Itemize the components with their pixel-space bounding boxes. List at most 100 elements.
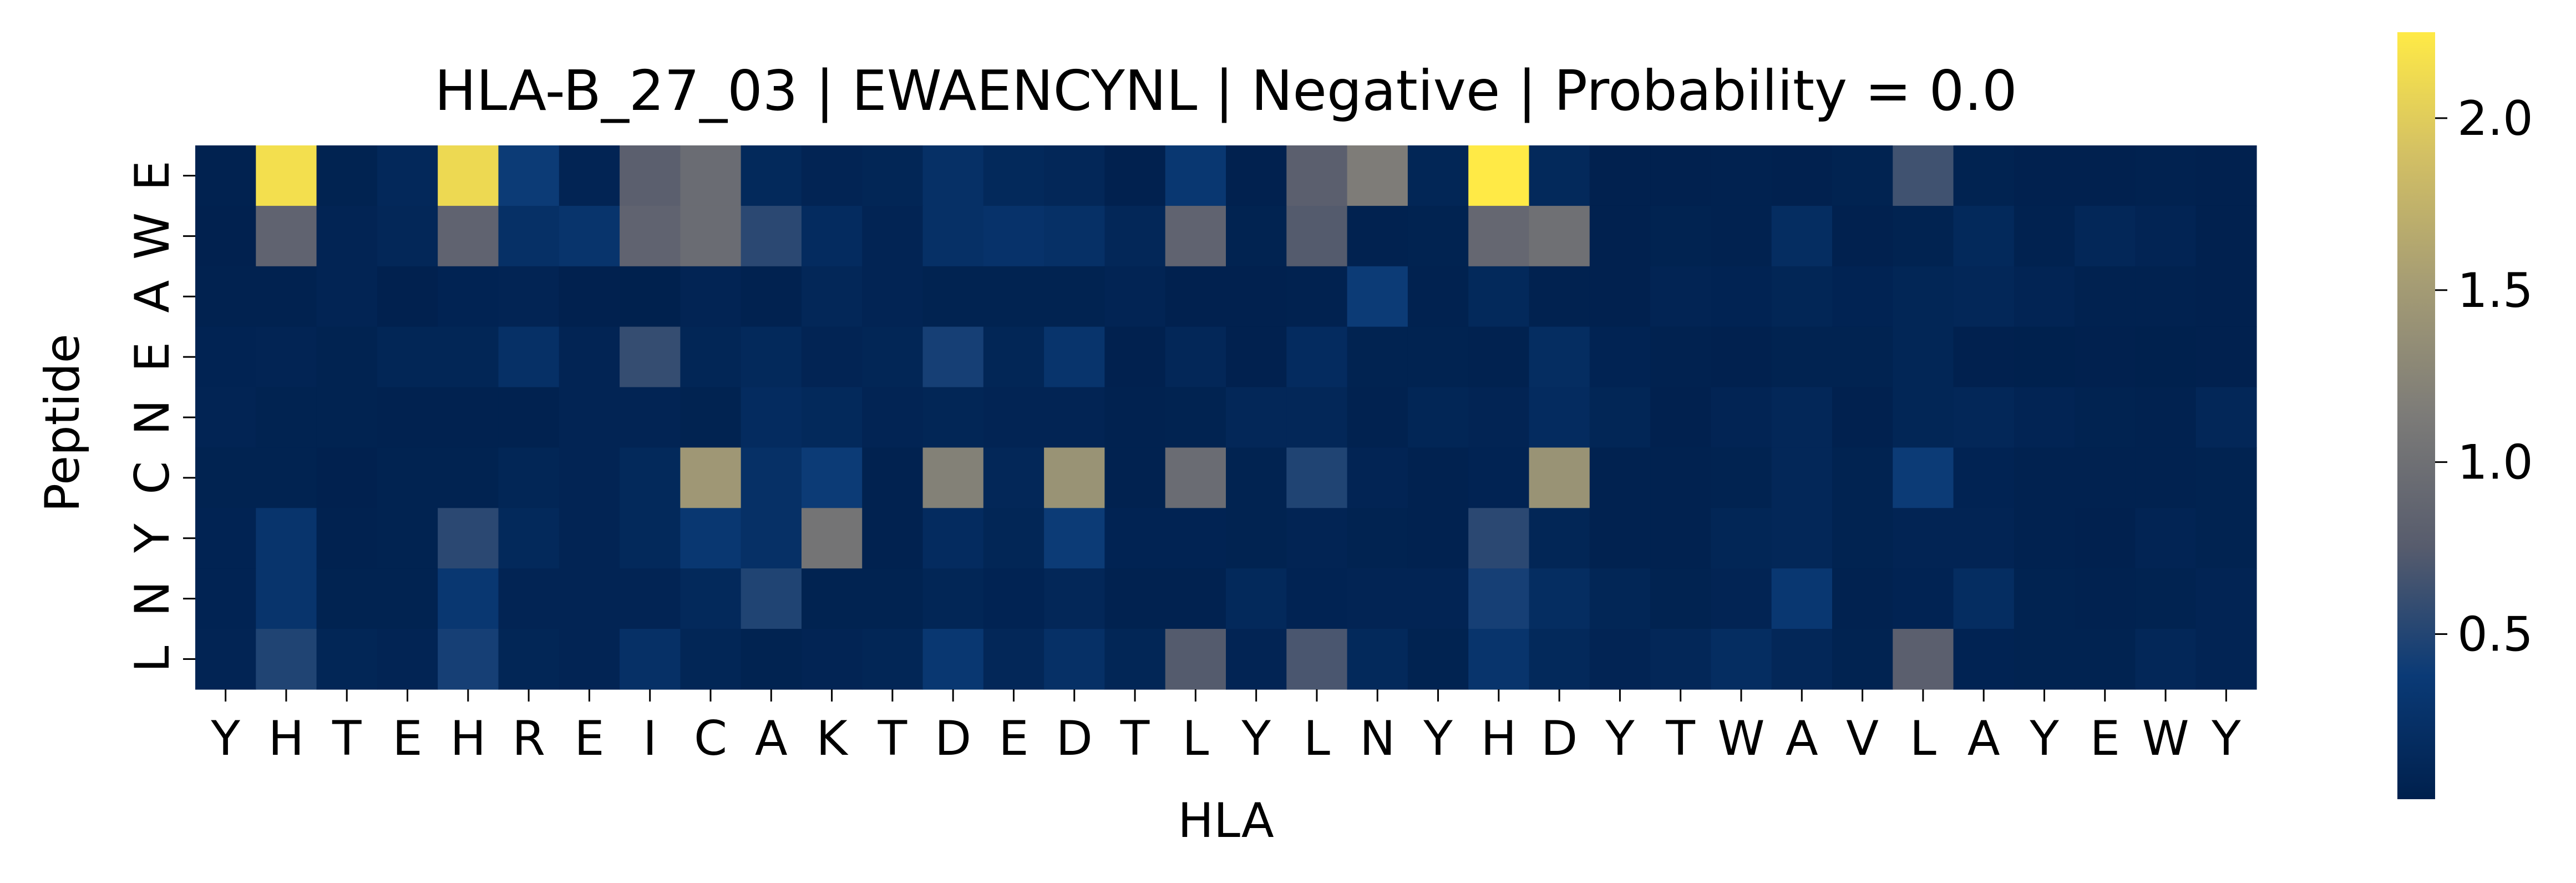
heatmap-cell bbox=[801, 568, 863, 629]
heatmap-cell bbox=[2135, 205, 2197, 267]
heatmap-cell bbox=[2014, 508, 2075, 569]
heatmap-cell bbox=[559, 145, 620, 206]
heatmap-cell bbox=[1589, 447, 1651, 508]
heatmap-cell bbox=[1832, 326, 1893, 388]
heatmap-cell bbox=[1044, 326, 1106, 388]
heatmap-cell bbox=[1468, 447, 1530, 508]
heatmap-cell bbox=[438, 568, 499, 629]
heatmap-cell bbox=[801, 629, 863, 690]
x-tick-label: T bbox=[1665, 711, 1695, 766]
heatmap-cell bbox=[983, 387, 1044, 448]
heatmap-cell bbox=[1650, 629, 1711, 690]
x-tick-label: D bbox=[1056, 711, 1093, 766]
heatmap-cell bbox=[438, 447, 499, 508]
heatmap-cells bbox=[195, 145, 2257, 690]
heatmap-cell bbox=[2195, 145, 2257, 206]
heatmap-cell bbox=[1104, 568, 1166, 629]
heatmap-cell bbox=[1711, 266, 1772, 327]
heatmap-cell bbox=[2135, 145, 2197, 206]
heatmap-cell bbox=[438, 629, 499, 690]
heatmap-cell bbox=[256, 205, 317, 267]
heatmap-cell bbox=[862, 447, 924, 508]
heatmap-cell bbox=[438, 205, 499, 267]
heatmap-cell bbox=[1832, 447, 1893, 508]
heatmap-cell bbox=[195, 508, 256, 569]
heatmap-cell bbox=[1044, 508, 1106, 569]
heatmap-cell bbox=[1711, 629, 1772, 690]
heatmap-cell bbox=[801, 145, 863, 206]
heatmap-cell bbox=[1347, 508, 1408, 569]
heatmap-cell bbox=[1771, 387, 1833, 448]
heatmap-cell bbox=[256, 145, 317, 206]
heatmap-cell bbox=[1771, 568, 1833, 629]
heatmap-cell bbox=[862, 508, 924, 569]
heatmap-cell bbox=[1893, 145, 1954, 206]
heatmap-cell bbox=[559, 447, 620, 508]
heatmap-cell bbox=[1771, 145, 1833, 206]
heatmap-cell bbox=[2075, 447, 2136, 508]
heatmap-cell bbox=[1226, 145, 1287, 206]
x-tick-label: L bbox=[1182, 711, 1209, 766]
x-tick-label: E bbox=[998, 711, 1028, 766]
x-tick-label: Y bbox=[2029, 711, 2059, 766]
x-tick-label: Y bbox=[1423, 711, 1453, 766]
heatmap-cell bbox=[620, 326, 681, 388]
x-tick-label: Y bbox=[1605, 711, 1635, 766]
x-tick-label: T bbox=[878, 711, 907, 766]
heatmap-cell bbox=[1165, 447, 1226, 508]
heatmap-cell bbox=[1893, 387, 1954, 448]
x-tick-label: H bbox=[450, 711, 486, 766]
y-tick-label: N bbox=[125, 400, 180, 435]
heatmap-cell bbox=[1771, 508, 1833, 569]
colorbar bbox=[2397, 32, 2435, 799]
x-tick-label: K bbox=[816, 711, 849, 766]
heatmap-cell bbox=[559, 508, 620, 569]
heatmap-cell bbox=[1711, 387, 1772, 448]
x-tick-label: A bbox=[1786, 711, 1818, 766]
heatmap-cell bbox=[1832, 508, 1893, 569]
heatmap-cell bbox=[801, 387, 863, 448]
heatmap-cell bbox=[741, 447, 802, 508]
heatmap-cell bbox=[680, 508, 742, 569]
heatmap-cell bbox=[801, 508, 863, 569]
heatmap-cell bbox=[438, 508, 499, 569]
y-tick-label: W bbox=[125, 213, 180, 260]
heatmap-cell bbox=[2195, 266, 2257, 327]
heatmap-cell bbox=[498, 145, 560, 206]
heatmap-cell bbox=[1165, 145, 1226, 206]
heatmap-cell bbox=[862, 568, 924, 629]
heatmap-cell bbox=[438, 387, 499, 448]
heatmap-cell bbox=[559, 205, 620, 267]
heatmap-cell bbox=[316, 205, 378, 267]
heatmap-cell bbox=[498, 326, 560, 388]
heatmap-cell bbox=[1529, 326, 1590, 388]
heatmap-cell bbox=[316, 266, 378, 327]
x-tick-label: L bbox=[1304, 711, 1330, 766]
heatmap-cell bbox=[1589, 326, 1651, 388]
heatmap-cell bbox=[377, 205, 438, 267]
heatmap-cell bbox=[1650, 387, 1711, 448]
heatmap-cell bbox=[559, 326, 620, 388]
heatmap-cell bbox=[1529, 387, 1590, 448]
heatmap-cell bbox=[1650, 145, 1711, 206]
heatmap-cell bbox=[983, 568, 1044, 629]
heatmap-cell bbox=[1771, 326, 1833, 388]
heatmap-cell bbox=[1226, 387, 1287, 448]
heatmap-cell bbox=[741, 568, 802, 629]
heatmap-cell bbox=[680, 568, 742, 629]
heatmap-cell bbox=[195, 629, 256, 690]
heatmap-cell bbox=[922, 205, 984, 267]
heatmap-cell bbox=[1953, 568, 2015, 629]
heatmap-cell bbox=[1347, 145, 1408, 206]
heatmap-cell bbox=[1407, 447, 1469, 508]
heatmap-cell bbox=[1468, 205, 1530, 267]
heatmap-cell bbox=[1226, 447, 1287, 508]
heatmap-cell bbox=[559, 387, 620, 448]
heatmap-cell bbox=[2014, 205, 2075, 267]
heatmap-cell bbox=[801, 205, 863, 267]
y-tick-label: E bbox=[125, 342, 180, 372]
heatmap-cell bbox=[1832, 266, 1893, 327]
y-tick-label: L bbox=[125, 646, 180, 673]
heatmap-cell bbox=[1104, 508, 1166, 569]
heatmap-cell bbox=[1468, 629, 1530, 690]
